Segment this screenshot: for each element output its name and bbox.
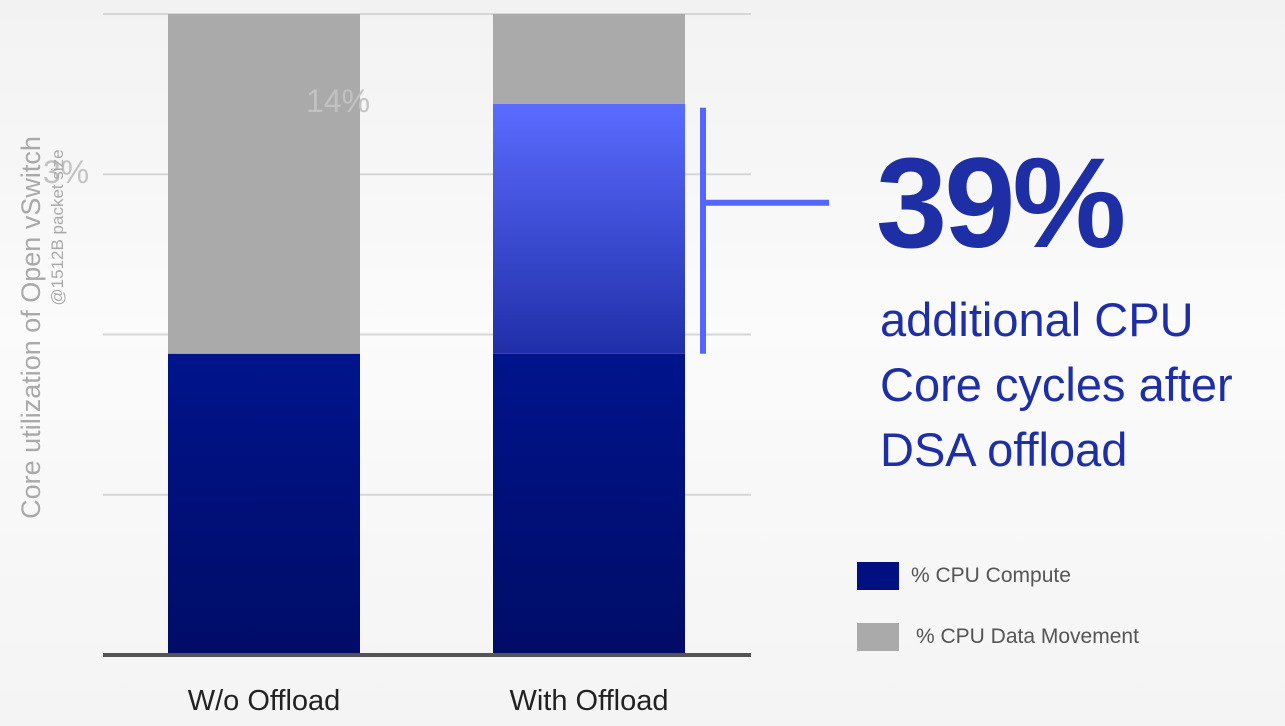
callout-caption: additional CPU Core cycles after DSA off… [880,287,1280,482]
legend-item-compute: % CPU Compute [857,562,1071,590]
x-tick-label: W/o Offload [188,685,341,717]
bar-data-movement-0 [168,14,360,354]
bar-freed-1 [493,103,685,354]
y-axis-label-group: Core utilization of Open vSwitch @1512B … [16,120,76,535]
y-axis-label: Core utilization of Open vSwitch [16,136,46,519]
callout-line-1: additional CPU [880,293,1194,346]
bar-data-movement-1 [493,14,685,104]
legend-label-compute: % CPU Compute [911,564,1071,587]
x-tick-label: With Offload [509,685,668,717]
legend-label-data-movement: % CPU Data Movement [916,625,1139,648]
legend-item-data-movement: % CPU Data Movement [857,623,1139,651]
annotation-14-percent: 14% [306,83,370,119]
legend-swatch-compute [857,562,899,590]
callout-value: 39% [876,132,1126,275]
legend-swatch-data-movement [857,623,899,651]
bar-compute-0 [168,353,360,655]
annotation-3-percent: 3% [43,154,89,190]
bar-compute-1 [493,353,685,655]
callout-line-3: DSA offload [880,423,1128,476]
callout-line-2: Core cycles after [880,358,1233,411]
y-axis-sublabel: @1512B packet size [48,149,67,306]
